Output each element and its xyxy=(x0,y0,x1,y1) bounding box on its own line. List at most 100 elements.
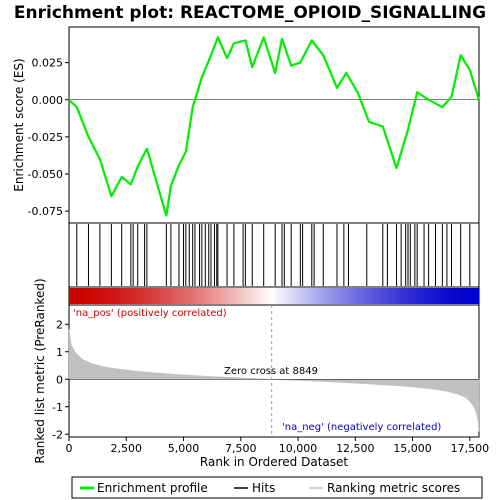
colorbar-segment xyxy=(140,288,145,304)
colorbar-segment xyxy=(270,288,275,304)
colorbar-segment xyxy=(321,288,326,304)
x-tick-label: 7,500 xyxy=(225,442,257,455)
es-y-tick-label: 0.000 xyxy=(32,94,64,107)
colorbar-segment xyxy=(130,288,135,304)
colorbar-segment xyxy=(89,288,94,304)
colorbar-segment xyxy=(451,288,456,304)
colorbar-segment xyxy=(420,288,425,304)
colorbar-segment xyxy=(120,288,125,304)
colorbar-segment xyxy=(164,288,169,304)
colorbar-segment xyxy=(253,288,258,304)
colorbar-segment xyxy=(427,288,432,304)
colorbar-segment xyxy=(277,288,282,304)
colorbar-segment xyxy=(215,288,220,304)
colorbar-segment xyxy=(256,288,261,304)
colorbar-segment xyxy=(284,288,289,304)
rank-colorbar xyxy=(69,288,480,304)
colorbar-segment xyxy=(455,288,460,304)
colorbar-segment xyxy=(250,288,255,304)
colorbar-segment xyxy=(79,288,84,304)
colorbar-segment xyxy=(103,288,108,304)
colorbar-segment xyxy=(168,288,173,304)
x-tick-label: 5,000 xyxy=(168,442,200,455)
colorbar-segment xyxy=(161,288,166,304)
colorbar-segment xyxy=(154,288,159,304)
colorbar-segment xyxy=(397,288,402,304)
colorbar-segment xyxy=(110,288,115,304)
es-y-tick-label: -0.075 xyxy=(28,205,63,218)
colorbar-segment xyxy=(280,288,285,304)
colorbar-segment xyxy=(239,288,244,304)
colorbar-segment xyxy=(383,288,388,304)
colorbar-segment xyxy=(359,288,364,304)
colorbar-segment xyxy=(151,288,156,304)
colorbar-segment xyxy=(356,288,361,304)
x-tick-label: 2,500 xyxy=(111,442,143,455)
colorbar-segment xyxy=(72,288,77,304)
colorbar-segment xyxy=(468,288,473,304)
colorbar-segment xyxy=(171,288,176,304)
zero-cross-label: Zero cross at 8849 xyxy=(224,366,318,377)
colorbar-segment xyxy=(92,288,97,304)
colorbar-segment xyxy=(297,288,302,304)
colorbar-segment xyxy=(431,288,436,304)
colorbar-segment xyxy=(123,288,128,304)
es-y-tick-label: -0.025 xyxy=(28,131,63,144)
legend-label-hits: Hits xyxy=(252,481,275,495)
colorbar-segment xyxy=(267,288,272,304)
es-y-tick-label: 0.025 xyxy=(32,57,64,70)
colorbar-segment xyxy=(246,288,251,304)
colorbar-segment xyxy=(178,288,183,304)
colorbar-segment xyxy=(472,288,477,304)
colorbar-segment xyxy=(438,288,443,304)
colorbar-segment xyxy=(311,288,316,304)
colorbar-segment xyxy=(424,288,429,304)
colorbar-segment xyxy=(192,288,197,304)
colorbar-segment xyxy=(434,288,439,304)
colorbar-segment xyxy=(291,288,296,304)
colorbar-segment xyxy=(318,288,323,304)
colorbar-segment xyxy=(345,288,350,304)
colorbar-segment xyxy=(137,288,142,304)
colorbar-segment xyxy=(458,288,463,304)
colorbar-segment xyxy=(308,288,313,304)
colorbar-segment xyxy=(393,288,398,304)
colorbar-segment xyxy=(69,288,74,304)
colorbar-segment xyxy=(205,288,210,304)
colorbar-segment xyxy=(226,288,231,304)
colorbar-segment xyxy=(96,288,101,304)
es-y-axis-label: Enrichment score (ES) xyxy=(12,58,26,191)
colorbar-segment xyxy=(113,288,118,304)
colorbar-segment xyxy=(417,288,422,304)
colorbar-segment xyxy=(147,288,152,304)
colorbar-segment xyxy=(465,288,470,304)
colorbar-segment xyxy=(332,288,337,304)
hits-layer xyxy=(76,224,471,286)
x-tick-label: 10,000 xyxy=(279,442,318,455)
colorbar-segment xyxy=(127,288,132,304)
legend-label-ranking-metric: Ranking metric scores xyxy=(327,481,460,495)
colorbar-segment xyxy=(86,288,91,304)
colorbar-segment xyxy=(373,288,378,304)
colorbar-segment xyxy=(99,288,104,304)
colorbar-segment xyxy=(362,288,367,304)
colorbar-segment xyxy=(263,288,268,304)
colorbar-segment xyxy=(198,288,203,304)
colorbar-segment xyxy=(386,288,391,304)
colorbar-segment xyxy=(75,288,80,304)
colorbar-segment xyxy=(441,288,446,304)
legend-box xyxy=(71,476,483,499)
metric-y-axis: 2 1 0 -1 -2 xyxy=(52,318,69,441)
colorbar-segment xyxy=(144,288,149,304)
x-tick-label: 15,000 xyxy=(393,442,432,455)
es-y-axis: -0.075 -0.050 -0.025 0.000 0.025 xyxy=(28,57,69,218)
colorbar-segment xyxy=(304,288,309,304)
colorbar-segment xyxy=(116,288,121,304)
colorbar-segment xyxy=(325,288,330,304)
colorbar-segment xyxy=(475,288,480,304)
es-y-tick-label: -0.050 xyxy=(28,168,63,181)
colorbar-segment xyxy=(366,288,371,304)
colorbar-segment xyxy=(301,288,306,304)
colorbar-segment xyxy=(342,288,347,304)
